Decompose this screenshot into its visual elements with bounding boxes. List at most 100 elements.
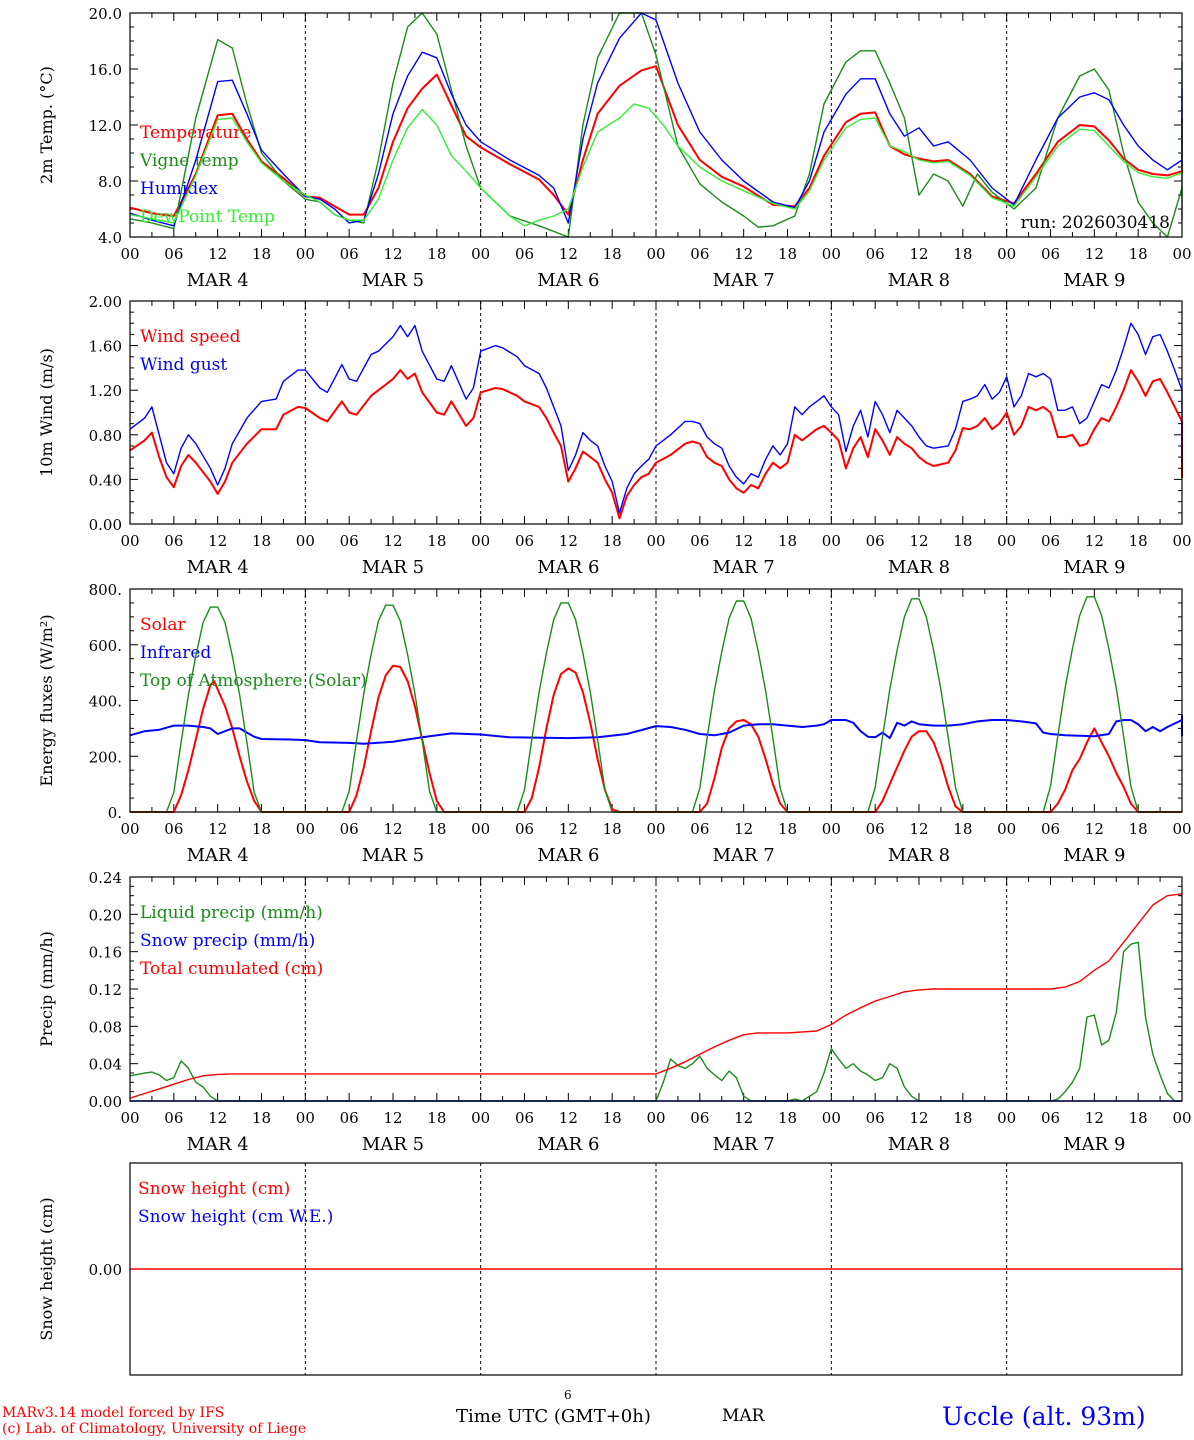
y-axis-title: Energy fluxes (W/m²) (37, 614, 56, 786)
y-axis-title: 2m Temp. (°C) (37, 66, 56, 184)
x-tick-label: 12 (383, 1109, 402, 1127)
x-day-label: MAR 8 (888, 270, 950, 291)
y-tick-label: 1.60 (89, 338, 122, 356)
x-tick-label: 18 (603, 532, 622, 550)
x-tick-label: 00 (646, 820, 665, 838)
y-tick-label: 2.00 (89, 293, 122, 311)
panel-frame (129, 876, 1183, 1102)
x-tick-label: 00 (1172, 820, 1191, 838)
x-tick-label: 00 (471, 1109, 490, 1127)
y-tick-label: 0.20 (89, 906, 122, 924)
x-tick-label: 00 (296, 1109, 315, 1127)
x-day-label: MAR 7 (713, 557, 775, 578)
x-tick-label: 12 (1085, 1109, 1104, 1127)
x-tick-label: 00 (822, 820, 841, 838)
x-tick-label: 06 (690, 1109, 709, 1127)
x-tick-label: 06 (690, 820, 709, 838)
legend-entry: Infrared (140, 643, 211, 663)
x-tick-label: 12 (909, 245, 928, 263)
x-tick-label: 00 (120, 532, 139, 550)
x-tick-label: 18 (1129, 532, 1148, 550)
series-line (129, 322, 1183, 514)
legend-entry: Wind speed (140, 327, 241, 347)
x-tick-label: 12 (559, 820, 578, 838)
legend-entry: Top of Atmosphere (Solar) (140, 671, 367, 691)
x-tick-label: 18 (603, 1109, 622, 1127)
x-tick-label: 06 (515, 532, 534, 550)
legend-entry: Temperature (140, 123, 251, 143)
x-tick-label: 06 (1041, 245, 1060, 263)
x-day-label: MAR 8 (888, 557, 950, 578)
x-day-label: MAR 5 (362, 270, 424, 291)
x-tick-label: 18 (1129, 820, 1148, 838)
x-tick-label: 00 (1172, 1109, 1191, 1127)
legend-entry: Wind gust (140, 355, 227, 375)
x-day-label: MAR 7 (713, 270, 775, 291)
x-day-label: MAR 5 (362, 557, 424, 578)
y-tick-label: 20.0 (89, 5, 122, 23)
x-tick-label: 00 (822, 1109, 841, 1127)
series-line (129, 369, 1183, 520)
y-tick-label: 0.00 (89, 1261, 122, 1279)
x-tick-label: 00 (471, 245, 490, 263)
y-tick-label: 4.0 (98, 229, 122, 247)
x-tick-label: 06 (164, 1109, 183, 1127)
x-tick-label: 06 (340, 1109, 359, 1127)
x-tick-label: 18 (953, 1109, 972, 1127)
x-tick-label: 12 (734, 245, 753, 263)
x-tick-label: 06 (515, 820, 534, 838)
series-line (129, 103, 1183, 227)
x-day-label: MAR 9 (1063, 845, 1125, 866)
credit-info: (c) Lab. of Climatology, University of L… (2, 1421, 307, 1437)
x-tick-label: 00 (997, 532, 1016, 550)
y-tick-label: 0.16 (89, 944, 122, 962)
x-tick-label: 18 (252, 245, 271, 263)
x-day-label: MAR 9 (1063, 270, 1125, 291)
legend-entry: DewPoint Temp (140, 207, 275, 227)
y-tick-label: 0.00 (89, 516, 122, 534)
y-tick-label: 12.0 (89, 117, 122, 135)
x-tick-label: 18 (427, 1109, 446, 1127)
legend-entry: Humidex (140, 179, 218, 199)
x-tick-label: 12 (1085, 245, 1104, 263)
x-tick-label: 18 (953, 820, 972, 838)
x-day-label: MAR 4 (187, 557, 249, 578)
y-axis-title: 10m Wind (m/s) (37, 348, 56, 477)
panel-frame (129, 300, 1183, 525)
x-tick-label: 12 (383, 820, 402, 838)
y-tick-label: 0.04 (89, 1056, 122, 1074)
center-day-label: 6 (564, 1388, 572, 1402)
legend-entry: Total cumulated (cm) (140, 959, 323, 979)
x-tick-label: 06 (340, 245, 359, 263)
x-tick-label: 06 (1041, 820, 1060, 838)
series-line (129, 12, 1183, 238)
y-tick-label: 0.12 (89, 981, 122, 999)
x-tick-label: 06 (164, 532, 183, 550)
run-annotation: run: 2026030418 (1021, 213, 1170, 233)
x-tick-label: 06 (690, 532, 709, 550)
x-tick-label: 12 (208, 1109, 227, 1127)
y-tick-label: 800. (89, 581, 122, 599)
model-info: MARv3.14 model forced by IFS (2, 1405, 225, 1421)
panel-frame (129, 12, 1183, 238)
x-tick-label: 00 (120, 245, 139, 263)
y-tick-label: 0.80 (89, 427, 122, 445)
x-tick-label: 12 (559, 532, 578, 550)
x-tick-label: 00 (822, 532, 841, 550)
x-tick-label: 06 (340, 532, 359, 550)
x-tick-label: 12 (559, 245, 578, 263)
x-tick-label: 12 (909, 532, 928, 550)
x-day-label: MAR 6 (537, 557, 599, 578)
x-tick-label: 18 (427, 820, 446, 838)
x-tick-label: 12 (559, 1109, 578, 1127)
x-day-label: MAR 9 (1063, 557, 1125, 578)
x-tick-label: 18 (778, 245, 797, 263)
y-tick-label: 0.40 (89, 471, 122, 489)
x-tick-label: 00 (296, 532, 315, 550)
x-tick-label: 18 (1129, 1109, 1148, 1127)
x-tick-label: 00 (296, 820, 315, 838)
x-tick-label: 00 (120, 820, 139, 838)
x-tick-label: 00 (296, 245, 315, 263)
x-tick-label: 12 (734, 820, 753, 838)
